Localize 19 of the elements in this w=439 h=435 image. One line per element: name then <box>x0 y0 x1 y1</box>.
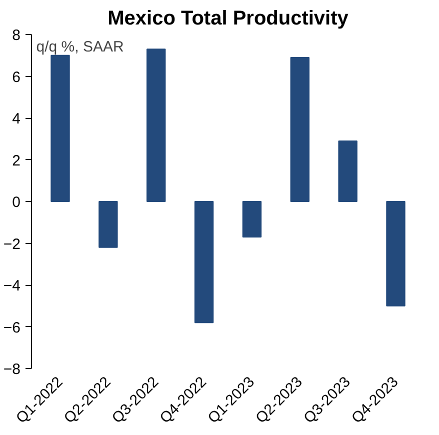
bar <box>50 54 70 202</box>
y-tick-label: −8 <box>3 361 21 378</box>
y-tick-label: 8 <box>12 27 20 44</box>
chart-title: Mexico Total Productivity <box>108 8 350 30</box>
y-tick-label: −2 <box>3 236 21 253</box>
bar <box>386 201 406 306</box>
bar <box>146 48 166 202</box>
bar <box>338 140 358 202</box>
bar <box>242 201 262 238</box>
y-tick-label: −6 <box>3 319 21 336</box>
bar <box>98 201 118 248</box>
y-tick-label: 0 <box>12 194 20 211</box>
y-tick-label: 2 <box>12 152 20 170</box>
bar <box>290 56 310 202</box>
y-tick-label: 4 <box>12 110 20 128</box>
y-tick-label: −4 <box>3 278 21 294</box>
bar <box>194 201 214 324</box>
annotation: q/q %, SAAR <box>36 38 124 56</box>
y-tick-label: 6 <box>12 68 20 86</box>
